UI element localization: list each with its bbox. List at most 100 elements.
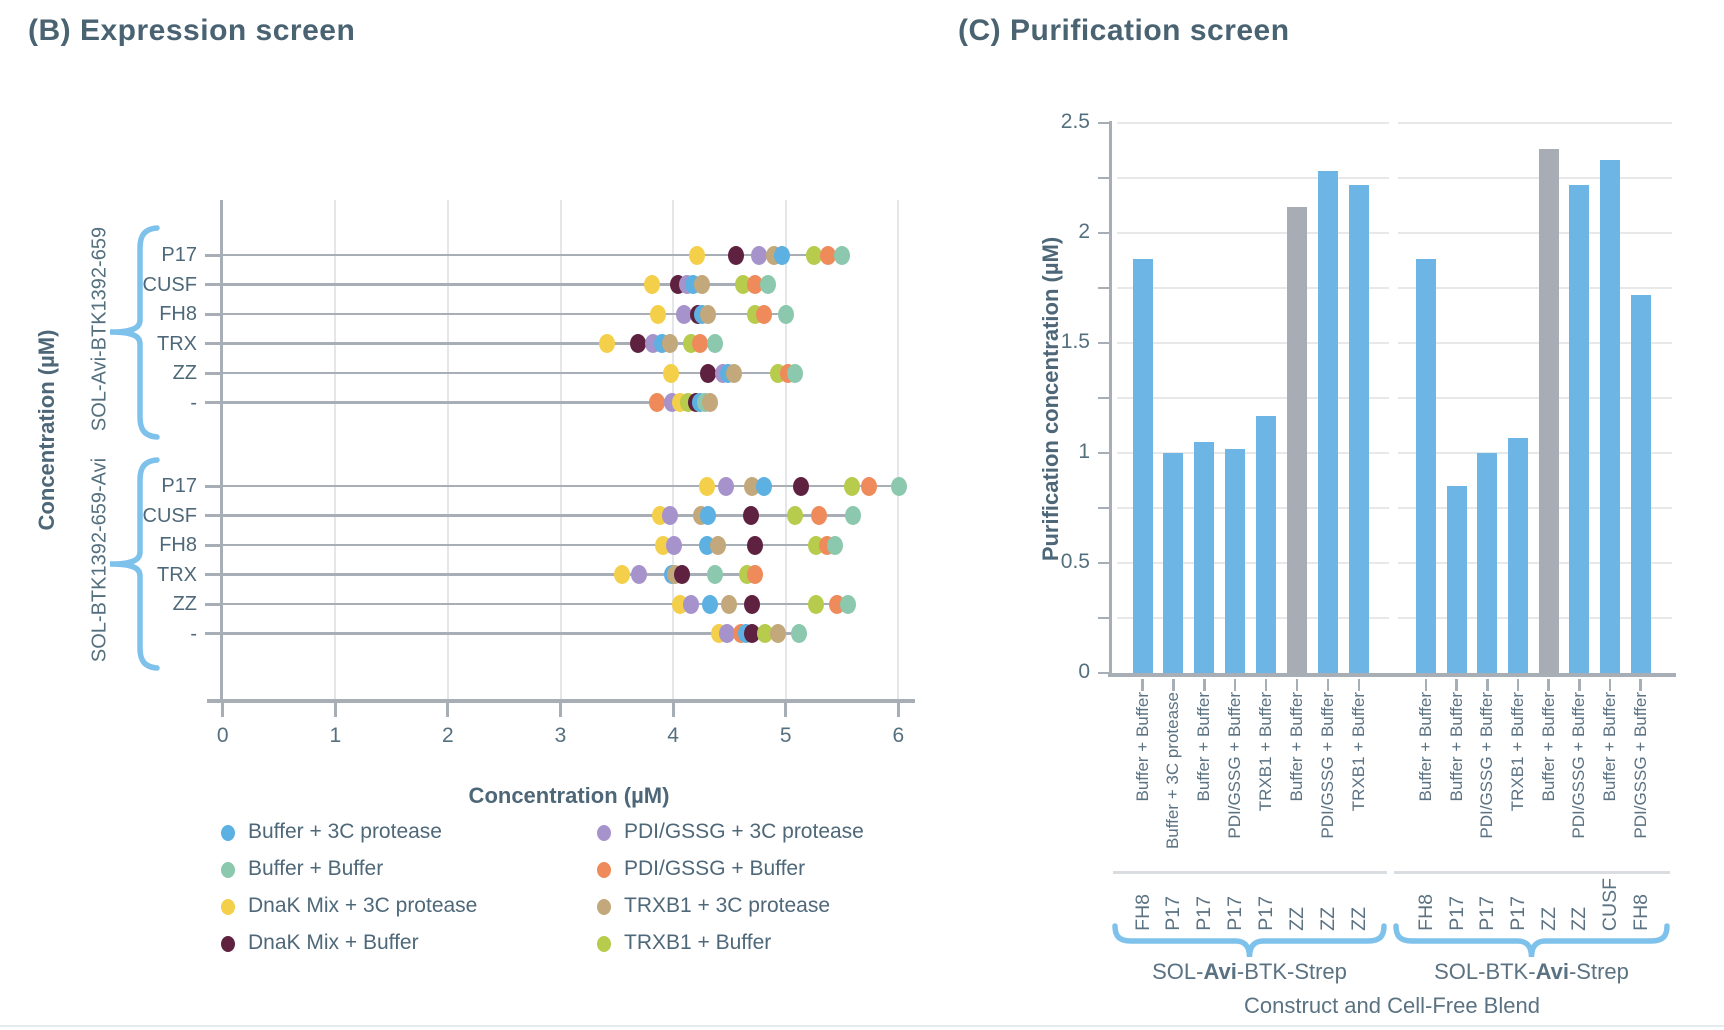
x-tick [221, 703, 225, 717]
legend-label: Buffer + Buffer [248, 857, 384, 880]
data-dot [614, 565, 631, 584]
legend-label: Buffer + 3C protease [248, 820, 442, 843]
bar [1317, 171, 1338, 673]
x-baseline [1389, 673, 1676, 677]
bar [1416, 259, 1436, 673]
panel-c-x-axis-label: Construct and Cell-Free Blend [1244, 993, 1540, 1018]
y-tick-label: 0.5 [1060, 550, 1090, 573]
row-stem [222, 371, 795, 375]
gridline-horizontal [1117, 231, 1389, 235]
gridline-horizontal [1117, 396, 1389, 400]
category-tick [205, 602, 222, 606]
data-dot [756, 304, 773, 324]
data-dot [747, 535, 764, 555]
data-dot [631, 565, 648, 584]
data-dot [721, 594, 738, 614]
row-stem [222, 543, 836, 547]
gridline-horizontal [1117, 561, 1389, 565]
bar-blend-label: Buffer + Buffer [1446, 692, 1466, 802]
row-stem [222, 342, 715, 345]
y-tick [1098, 286, 1109, 290]
bar-construct-label: P17 [1506, 896, 1529, 931]
data-dot [706, 334, 723, 353]
data-dot [777, 304, 794, 324]
data-dot [827, 535, 844, 555]
bar [1287, 206, 1307, 673]
data-dot [759, 275, 776, 294]
x-tick [671, 703, 675, 717]
bar [1225, 448, 1246, 673]
data-dot [688, 245, 705, 265]
x-tick-label: 5 [779, 724, 792, 747]
x-tick-label: 3 [554, 724, 567, 747]
gridline-horizontal [1117, 121, 1389, 125]
bar-blend-label: PDI/GSSG + Buffer [1630, 692, 1650, 839]
category-tick [205, 484, 222, 488]
bar-construct-label: P17 [1224, 896, 1247, 931]
gridline-horizontal [1117, 616, 1389, 620]
y-tick [1098, 396, 1109, 400]
bar-blend-label: PDI/GSSG + Buffer [1477, 692, 1497, 839]
y-tick [1098, 451, 1109, 455]
category-label: P17 [161, 244, 197, 266]
y-tick-label: 1.5 [1060, 330, 1090, 353]
bar [1163, 453, 1184, 673]
data-dot [743, 476, 760, 496]
bar-construct-label: FH8 [1415, 894, 1437, 931]
bar-tick [1424, 679, 1428, 691]
y-tick-label: 2.5 [1060, 110, 1090, 133]
gridline-horizontal [1398, 616, 1672, 620]
data-dot [750, 245, 767, 265]
category-label: TRX [157, 563, 197, 586]
data-dot [700, 363, 716, 383]
data-dot [662, 363, 679, 383]
x-tick-label: 0 [216, 724, 229, 747]
bar [1132, 259, 1153, 673]
bar-tick [1547, 679, 1550, 691]
y-tick [1098, 176, 1109, 180]
bar-tick [1172, 679, 1175, 691]
bar-blend-label: Buffer + Buffer [1538, 692, 1558, 802]
category-label: P17 [161, 475, 197, 497]
row-stem [222, 514, 854, 517]
bar-construct-label: P17 [1476, 896, 1499, 931]
bar-blend-label: PDI/GSSG + Buffer [1569, 692, 1589, 839]
bar-blend-label: Buffer + Buffer [1287, 692, 1306, 802]
construct-group-label: SOL-BTK-Avi-Strep [1434, 959, 1629, 984]
bar-blend-label: TRXB1 + Buffer [1348, 692, 1368, 812]
data-dot [861, 476, 878, 496]
data-dot [650, 304, 667, 324]
data-dot [725, 363, 742, 383]
row-stem [222, 401, 711, 404]
construct-separator [1113, 871, 1387, 874]
gridline-horizontal [1117, 176, 1389, 180]
bar-tick [1486, 679, 1489, 691]
category-tick [205, 401, 222, 404]
gridline-horizontal [1398, 231, 1672, 235]
legend-label: DnaK Mix + Buffer [248, 931, 419, 954]
bar-construct-label: ZZ [1347, 907, 1370, 931]
gridline-horizontal [1117, 506, 1389, 510]
bar [1630, 294, 1651, 673]
y-tick [1098, 616, 1109, 620]
row-stem [222, 484, 900, 488]
category-tick [205, 543, 222, 547]
data-dot [791, 624, 808, 643]
bar-blend-label: Buffer + Buffer [1194, 692, 1214, 802]
category-label: FH8 [159, 534, 197, 556]
bar-construct-label: P17 [1255, 896, 1278, 931]
data-dot [661, 334, 678, 353]
gridline-horizontal [1117, 341, 1389, 345]
row-group-label: SOL-Avi-BTK1392-659 [88, 226, 111, 431]
x-tick [333, 703, 337, 717]
legend-swatch [221, 936, 235, 952]
y-tick [1098, 231, 1109, 235]
legend-swatch [221, 825, 235, 841]
gridline-vertical [559, 200, 562, 700]
data-dot [834, 245, 850, 265]
data-dot [756, 476, 773, 496]
bar [1256, 415, 1277, 673]
y-tick-label: 0 [1078, 660, 1090, 683]
row-stem [222, 283, 768, 286]
x-axis-line [207, 699, 915, 703]
